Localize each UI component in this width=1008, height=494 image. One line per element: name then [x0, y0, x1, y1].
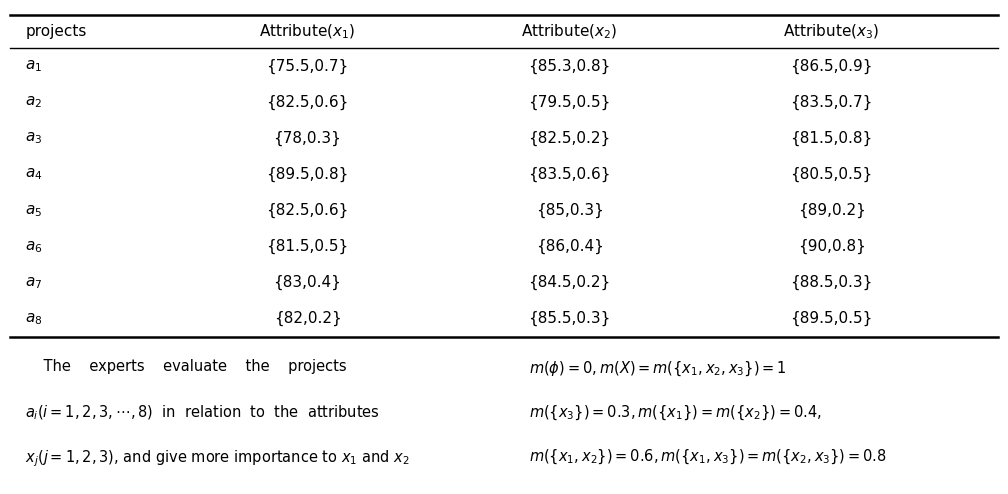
Text: {83.5,0.6}: {83.5,0.6}: [528, 167, 611, 182]
Text: $a_6$: $a_6$: [25, 239, 42, 254]
Text: {78,0.3}: {78,0.3}: [273, 131, 342, 146]
Text: The    experts    evaluate    the    projects: The experts evaluate the projects: [25, 359, 347, 374]
Text: $a_1$: $a_1$: [25, 59, 42, 74]
Text: $a_5$: $a_5$: [25, 203, 42, 218]
Text: {86,0.4}: {86,0.4}: [535, 239, 604, 254]
Text: $a_7$: $a_7$: [25, 275, 42, 290]
Text: {75.5,0.7}: {75.5,0.7}: [266, 59, 349, 74]
Text: Attribute$\left(x_2\right)$: Attribute$\left(x_2\right)$: [521, 22, 618, 41]
Text: {83,0.4}: {83,0.4}: [273, 275, 342, 290]
Text: {88.5,0.3}: {88.5,0.3}: [790, 275, 873, 290]
Text: {80.5,0.5}: {80.5,0.5}: [790, 167, 873, 182]
Text: {82,0.2}: {82,0.2}: [273, 311, 342, 327]
Text: $a_3$: $a_3$: [25, 131, 42, 146]
Text: {85.3,0.8}: {85.3,0.8}: [528, 59, 611, 74]
Text: {85.5,0.3}: {85.5,0.3}: [528, 311, 611, 327]
Text: $m(\phi)=0, m(X)=m(\{x_1,x_2,x_3\})=1$: $m(\phi)=0, m(X)=m(\{x_1,x_2,x_3\})=1$: [529, 359, 787, 377]
Text: {82.5,0.6}: {82.5,0.6}: [266, 203, 349, 218]
Text: {83.5,0.7}: {83.5,0.7}: [790, 95, 873, 110]
Text: projects: projects: [25, 24, 87, 39]
Text: Attribute$\left(x_3\right)$: Attribute$\left(x_3\right)$: [783, 22, 880, 41]
Text: {90,0.8}: {90,0.8}: [797, 239, 866, 254]
Text: $a_i(i=1,2,3,\cdots,8)$  in  relation  to  the  attributes: $a_i(i=1,2,3,\cdots,8)$ in relation to t…: [25, 404, 380, 422]
Text: $a_8$: $a_8$: [25, 311, 42, 327]
Text: {86.5,0.9}: {86.5,0.9}: [790, 59, 873, 74]
Text: {82.5,0.6}: {82.5,0.6}: [266, 95, 349, 110]
Text: $m(\{x_1,x_2\})=0.6, m(\{x_1,x_3\})=m(\{x_2,x_3\})=0.8$: $m(\{x_1,x_2\})=0.6, m(\{x_1,x_3\})=m(\{…: [529, 448, 887, 466]
Text: {85,0.3}: {85,0.3}: [535, 203, 604, 218]
Text: {89,0.2}: {89,0.2}: [797, 203, 866, 218]
Text: {81.5,0.5}: {81.5,0.5}: [266, 239, 349, 254]
Text: $m(\{x_3\})=0.3, m(\{x_1\})=m(\{x_2\})=0.4$,: $m(\{x_3\})=0.3, m(\{x_1\})=m(\{x_2\})=0…: [529, 404, 822, 422]
Text: {89.5,0.8}: {89.5,0.8}: [266, 167, 349, 182]
Text: $a_4$: $a_4$: [25, 167, 42, 182]
Text: {79.5,0.5}: {79.5,0.5}: [528, 95, 611, 110]
Text: $a_2$: $a_2$: [25, 95, 42, 110]
Text: {82.5,0.2}: {82.5,0.2}: [528, 131, 611, 146]
Text: {81.5,0.8}: {81.5,0.8}: [790, 131, 873, 146]
Text: Attribute$\left(x_1\right)$: Attribute$\left(x_1\right)$: [259, 22, 356, 41]
Text: $x_j(j=1,2,3)$, and give more importance to $x_1$ and $x_2$: $x_j(j=1,2,3)$, and give more importance…: [25, 448, 410, 469]
Text: {89.5,0.5}: {89.5,0.5}: [790, 311, 873, 327]
Text: {84.5,0.2}: {84.5,0.2}: [528, 275, 611, 290]
